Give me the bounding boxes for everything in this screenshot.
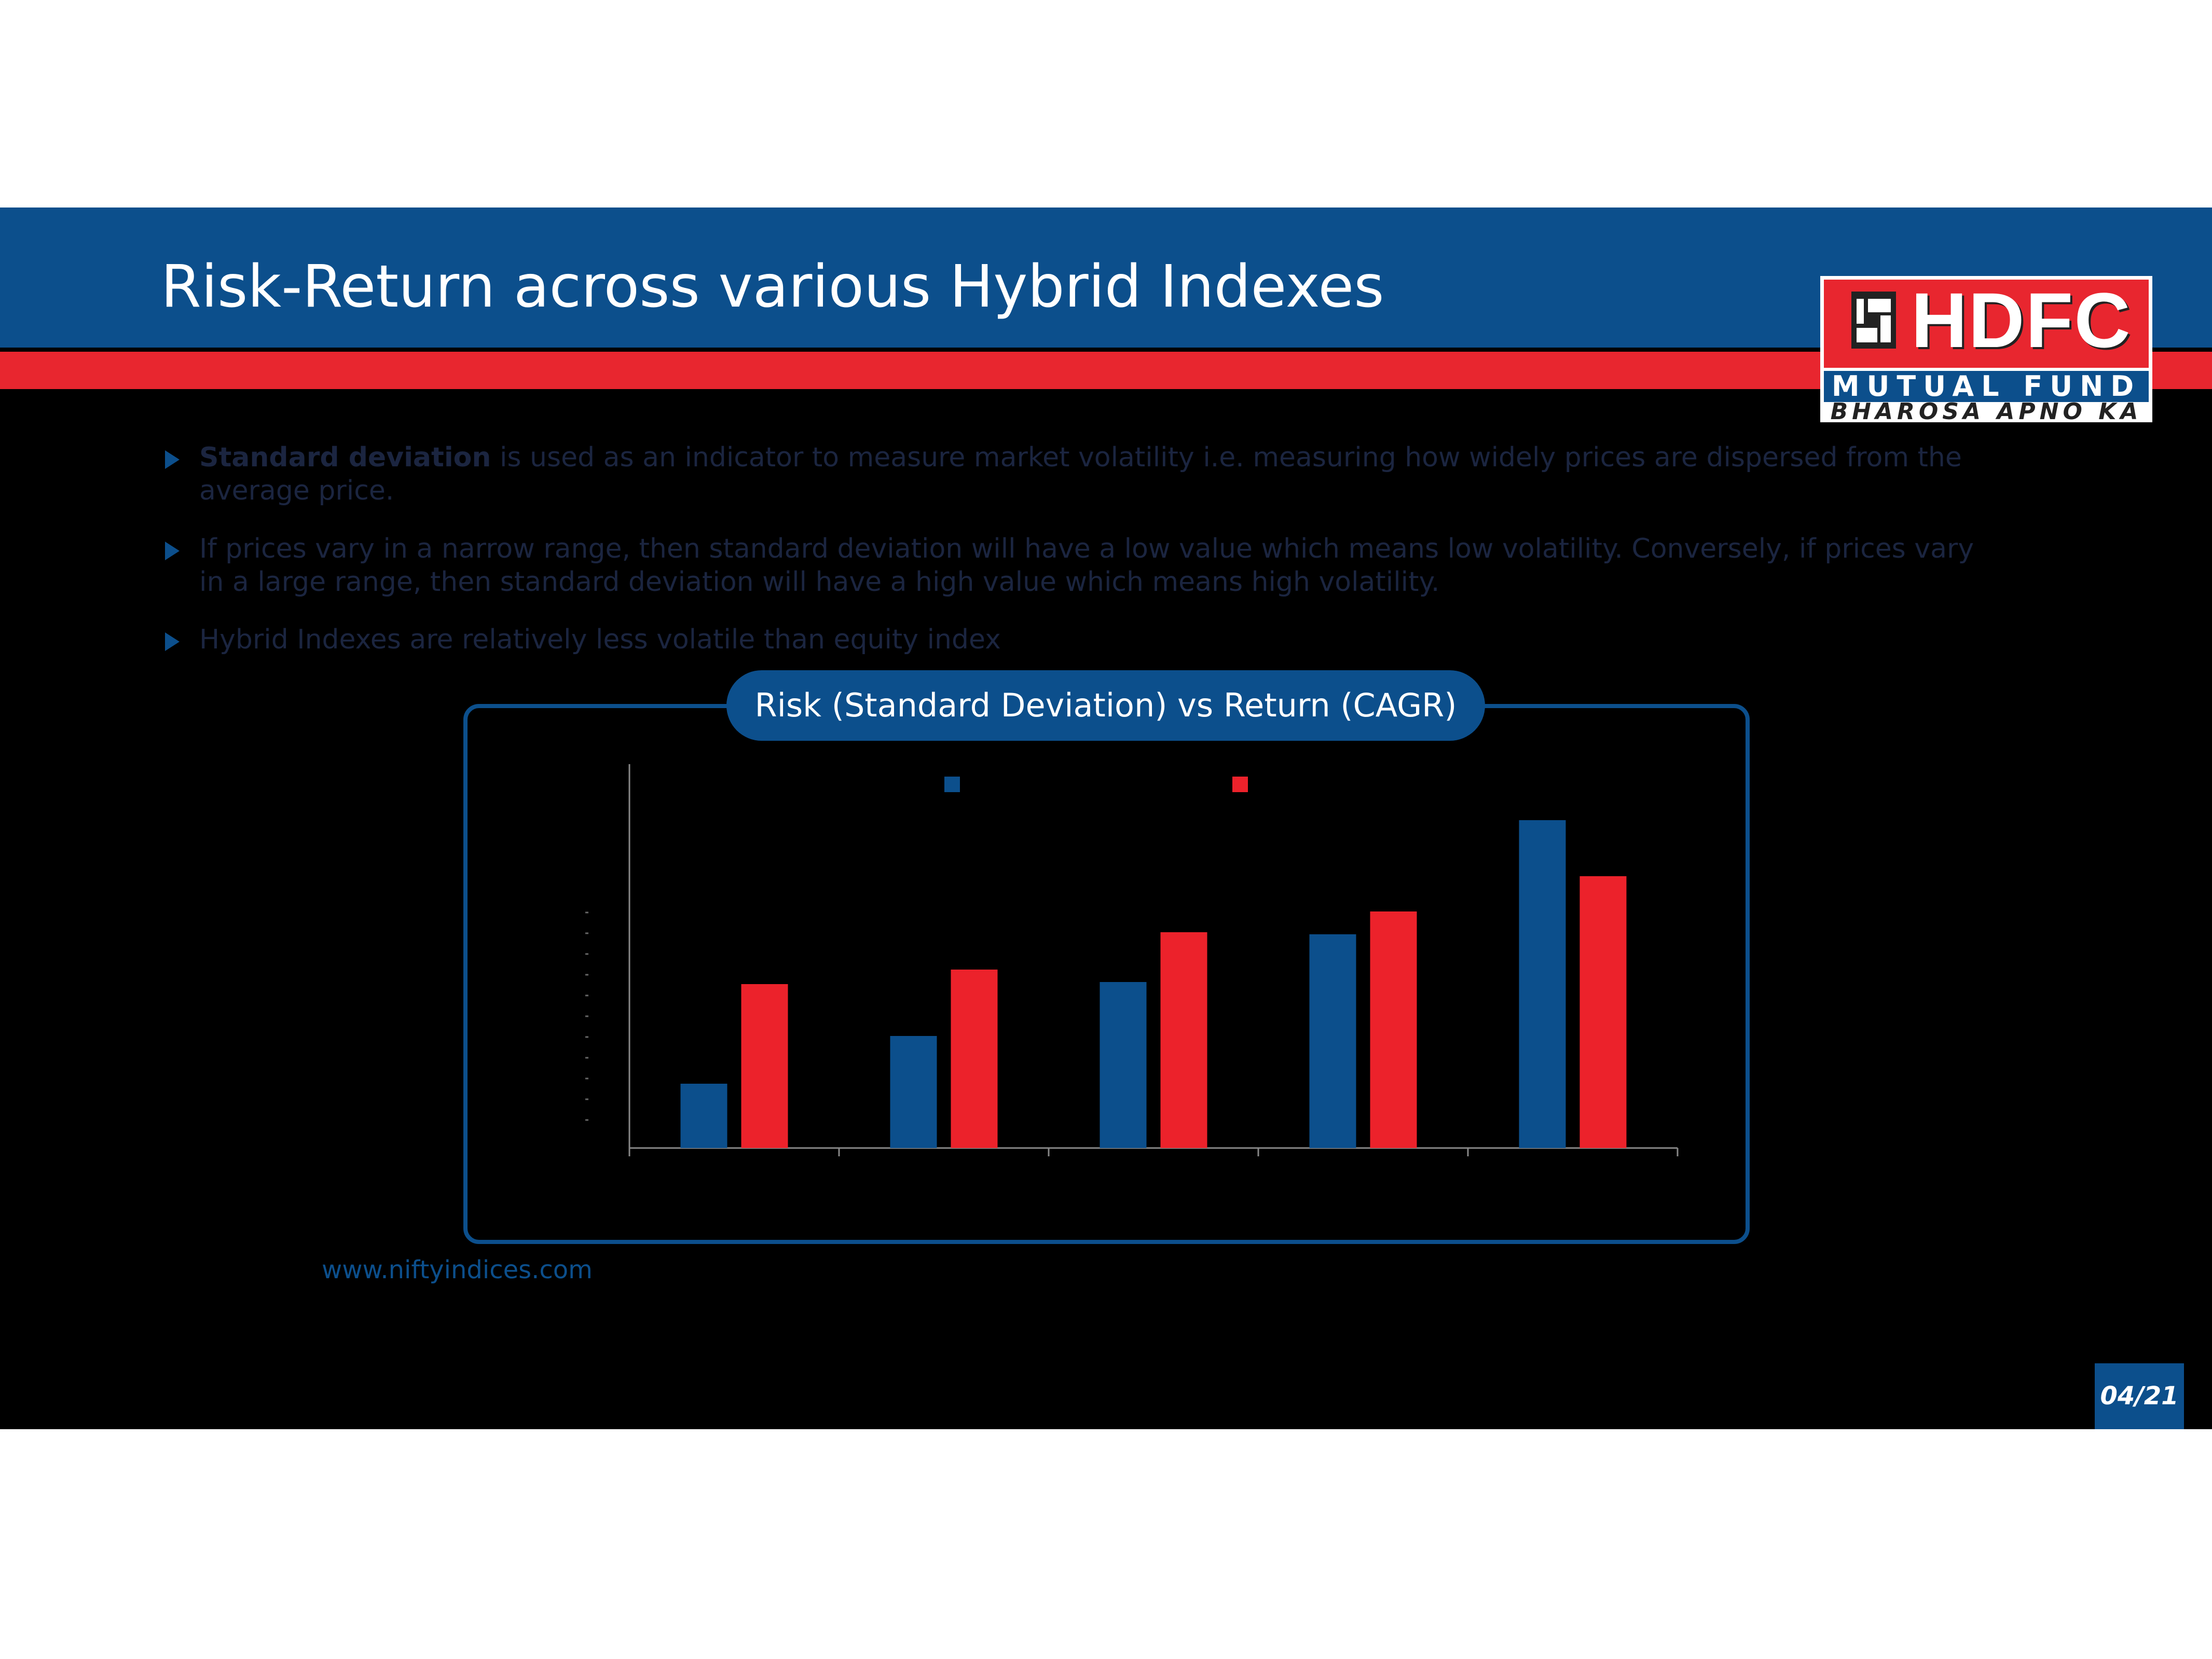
bar-series2 bbox=[1160, 932, 1207, 1148]
source-link[interactable]: www.niftyindices.com bbox=[322, 1255, 593, 1284]
bullet-text: is used as an indicator to measure marke… bbox=[199, 442, 1962, 506]
bar-series1 bbox=[1309, 934, 1356, 1148]
bullet-arrow-icon bbox=[165, 450, 180, 469]
bar-series2 bbox=[951, 970, 998, 1148]
bar-series2 bbox=[1579, 876, 1627, 1148]
bullet-item: If prices vary in a narrow range, then s… bbox=[165, 532, 1981, 599]
bullet-arrow-icon bbox=[165, 632, 180, 651]
content-background bbox=[0, 348, 2212, 1429]
bar-series1 bbox=[680, 1084, 727, 1148]
logo-tagline: BHAROSA APNO KA bbox=[1830, 398, 2142, 425]
page-title: Risk-Return across various Hybrid Indexe… bbox=[161, 253, 1384, 321]
bullet-bold: Standard deviation bbox=[199, 442, 491, 473]
bullet-text: If prices vary in a narrow range, then s… bbox=[199, 533, 1974, 598]
chart-title: Risk (Standard Deviation) vs Return (CAG… bbox=[726, 670, 1485, 741]
hdfc-mark-icon bbox=[1851, 292, 1896, 349]
bullet-item: Hybrid Indexes are relatively less volat… bbox=[165, 623, 1981, 656]
hdfc-logo: HDFC MUTUAL FUND BHAROSA APNO KA bbox=[1820, 276, 2152, 425]
bullet-item: Standard deviation is used as an indicat… bbox=[165, 441, 1981, 507]
logo-brand: HDFC bbox=[1911, 276, 2132, 364]
bar-series2 bbox=[741, 984, 788, 1148]
page-number: 04/21 bbox=[2095, 1363, 2184, 1429]
bar-series1 bbox=[1100, 982, 1147, 1148]
bar-series2 bbox=[1370, 911, 1417, 1148]
bullet-arrow-icon bbox=[165, 542, 180, 560]
legend-swatch-series1 bbox=[944, 777, 960, 792]
bullet-text: Hybrid Indexes are relatively less volat… bbox=[199, 624, 1001, 655]
logo-line2: MUTUAL FUND bbox=[1831, 370, 2141, 403]
bar-series1 bbox=[1519, 820, 1566, 1148]
legend-swatch-series2 bbox=[1232, 777, 1248, 792]
bar-series1 bbox=[890, 1036, 937, 1148]
